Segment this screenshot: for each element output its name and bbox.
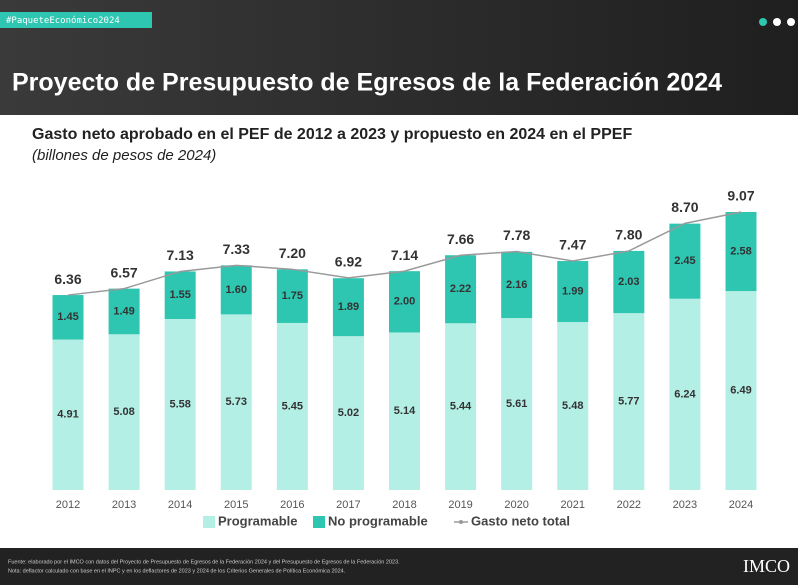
total-label: 9.07 <box>727 188 754 204</box>
chart-subtitle: (billones de pesos de 2024) <box>32 147 216 164</box>
x-tick-label: 2020 <box>504 499 528 511</box>
plot: 2012 4.91 1.45 2013 5.08 1.49 2014 5.58 1.55 2015… <box>53 188 757 529</box>
total-label: 7.80 <box>615 227 642 243</box>
total-label: 7.66 <box>447 231 474 247</box>
legend-label: No programable <box>328 513 428 528</box>
data-label: 4.91 <box>57 409 78 421</box>
total-label: 7.47 <box>559 237 586 253</box>
total-label: 6.57 <box>110 264 137 280</box>
data-label: 5.48 <box>562 400 583 412</box>
data-label: 1.75 <box>282 290 303 302</box>
data-label: 2.16 <box>506 279 527 291</box>
data-label: 1.49 <box>113 305 134 317</box>
data-label: 1.60 <box>226 284 247 296</box>
dot <box>773 18 781 26</box>
data-label: 1.89 <box>338 301 359 313</box>
data-label: 5.02 <box>338 407 359 419</box>
total-label: 7.14 <box>391 247 418 263</box>
chart-title: Gasto neto aprobado en el PEF de 2012 a … <box>32 126 632 143</box>
x-tick-label: 2022 <box>617 499 641 511</box>
x-tick-label: 2024 <box>729 499 753 511</box>
data-label: 1.55 <box>169 289 190 301</box>
footer-note: Nota: deflactor calculado con base en el… <box>8 568 346 574</box>
total-label: 6.92 <box>335 254 362 270</box>
data-label: 1.45 <box>57 311 78 323</box>
total-label: 7.13 <box>167 247 194 263</box>
footer-source: Fuente: elaborado por el IMCO con datos … <box>8 559 400 565</box>
legend-marker <box>459 520 463 524</box>
x-tick-label: 2015 <box>224 499 248 511</box>
dot <box>787 18 795 26</box>
data-label: 5.14 <box>394 405 416 417</box>
hashtag: #PaqueteEconómico2024 <box>6 15 120 26</box>
x-tick-label: 2017 <box>336 499 360 511</box>
x-tick-label: 2013 <box>112 499 136 511</box>
data-label: 6.24 <box>674 388 696 400</box>
total-label: 7.20 <box>279 245 306 261</box>
legend-swatch <box>313 516 325 528</box>
dot <box>759 18 767 26</box>
data-label: 5.44 <box>450 401 472 413</box>
data-label: 5.08 <box>113 406 134 418</box>
legend-label: Programable <box>218 513 297 528</box>
data-label: 2.58 <box>730 245 751 257</box>
data-label: 5.61 <box>506 398 527 410</box>
page-title: Proyecto de Presupuesto de Egresos de la… <box>12 69 722 97</box>
data-label: 5.73 <box>226 396 247 408</box>
x-tick-label: 2016 <box>280 499 304 511</box>
x-tick-label: 2021 <box>561 499 585 511</box>
legend-swatch <box>203 516 215 528</box>
total-label: 7.33 <box>223 241 250 257</box>
x-tick-label: 2023 <box>673 499 697 511</box>
legend-label: Gasto neto total <box>471 513 570 528</box>
total-label: 6.36 <box>54 271 81 287</box>
x-tick-label: 2014 <box>168 499 192 511</box>
infographic: #PaqueteEconómico2024 Proyecto de Presup… <box>0 0 798 585</box>
data-label: 5.45 <box>282 400 303 412</box>
total-label: 8.70 <box>671 199 698 215</box>
x-tick-label: 2012 <box>56 499 80 511</box>
data-label: 5.77 <box>618 395 639 407</box>
x-tick-label: 2018 <box>392 499 416 511</box>
data-label: 2.03 <box>618 276 639 288</box>
data-label: 6.49 <box>730 384 751 396</box>
data-label: 1.99 <box>562 285 583 297</box>
data-label: 2.22 <box>450 283 471 295</box>
data-label: 2.45 <box>674 255 695 267</box>
total-label: 7.78 <box>503 227 530 243</box>
data-label: 2.00 <box>394 296 415 308</box>
logo: IMCO <box>743 556 790 576</box>
data-label: 5.58 <box>169 398 190 410</box>
x-tick-label: 2019 <box>448 499 472 511</box>
footer-bg <box>0 548 798 585</box>
